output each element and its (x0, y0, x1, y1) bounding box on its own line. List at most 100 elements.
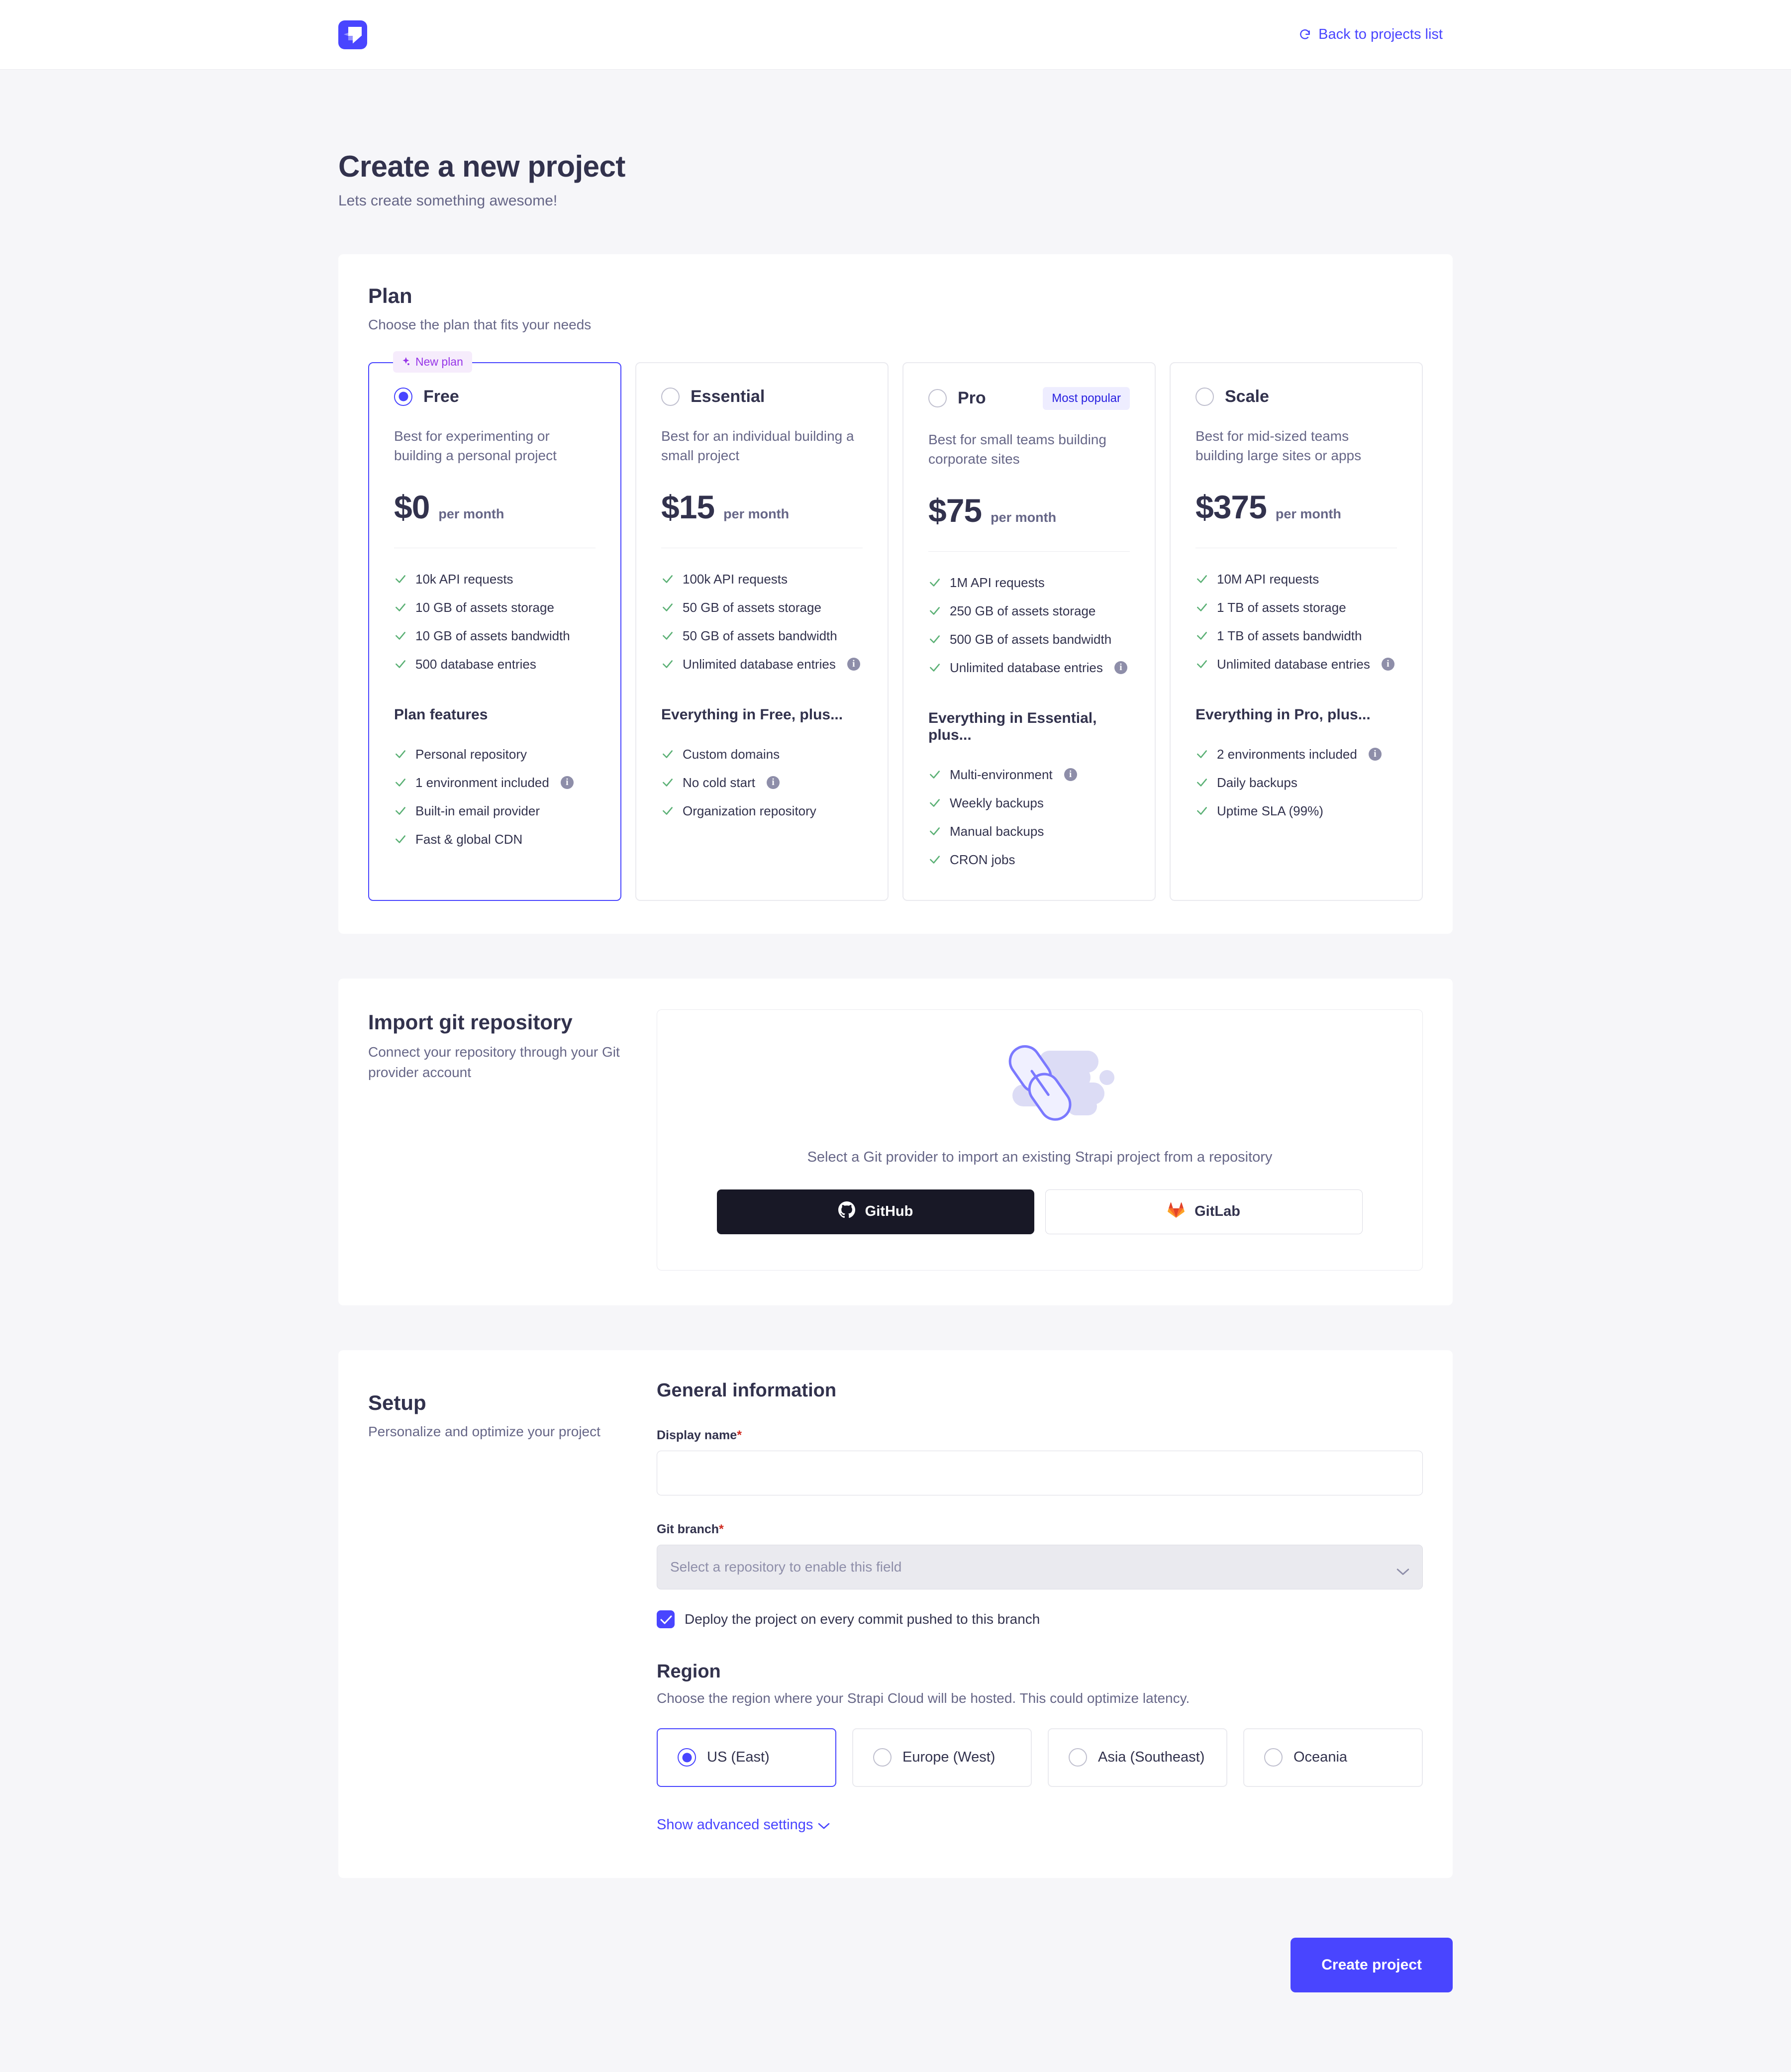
plan-name: Pro (958, 389, 986, 408)
display-name-label: Display name* (657, 1428, 742, 1443)
plan-radio-group[interactable]: Pro (928, 389, 986, 408)
plan-radio-group[interactable]: Scale (1195, 387, 1269, 406)
app-header: Back to projects list (0, 0, 1791, 70)
plan-quota-item: 500 GB of assets bandwidth (928, 625, 1130, 654)
check-icon (394, 573, 407, 586)
plan-quota-item: 10k API requests (394, 565, 596, 593)
region-radio[interactable] (1264, 1748, 1283, 1767)
plan-quota-label: Unlimited database entries (950, 660, 1103, 675)
check-icon (661, 776, 674, 789)
plan-feature-label: No cold start (683, 775, 755, 790)
plan-divider (928, 551, 1130, 552)
check-icon (928, 825, 941, 838)
setup-section-title: Setup (368, 1390, 426, 1414)
info-icon[interactable]: i (1114, 661, 1127, 675)
check-icon (1195, 601, 1208, 614)
plan-feature-item: Custom domains (661, 740, 863, 769)
chevron-down-icon (1396, 1563, 1409, 1575)
github-icon (838, 1201, 855, 1222)
plan-feature-item: Weekly backups (928, 789, 1130, 817)
git-branch-select[interactable]: Select a repository to enable this field (657, 1544, 1423, 1589)
plan-feature-label: Custom domains (683, 746, 780, 762)
plan-quota-label: 250 GB of assets storage (950, 603, 1096, 618)
plan-radio-group[interactable]: Essential (661, 387, 765, 406)
plan-feature-item: 1 environment included i (394, 769, 596, 797)
plan-feature-item: CRON jobs (928, 846, 1130, 874)
plan-feature-item: Daily backups (1195, 769, 1397, 797)
deploy-on-commit-checkbox[interactable] (657, 1610, 675, 1628)
info-icon[interactable]: i (1368, 748, 1382, 761)
plan-card-essential[interactable]: Essential Best for an individual building… (635, 362, 889, 901)
check-icon (1195, 573, 1208, 586)
plan-quota-item: 100k API requests (661, 565, 863, 593)
region-label: Europe (West) (902, 1749, 995, 1766)
plan-quota-label: 50 GB of assets bandwidth (683, 628, 837, 643)
region-option-us-east[interactable]: US (East) (657, 1728, 836, 1787)
plan-feature-list: Custom domains No cold start i Organization… (661, 740, 863, 825)
info-icon[interactable]: i (1064, 768, 1077, 782)
back-to-projects-link[interactable]: Back to projects list (1298, 26, 1443, 43)
plan-radio-group[interactable]: Free (394, 387, 459, 406)
plan-quota-label: 1M API requests (950, 575, 1045, 590)
plan-price-period: per month (1275, 506, 1341, 521)
region-option-oceania[interactable]: Oceania (1243, 1728, 1423, 1787)
git-section-title: Import git repository (368, 1010, 573, 1034)
plan-feature-item: No cold start i (661, 769, 863, 797)
setup-section-subtitle: Personalize and optimize your project (368, 1423, 600, 1439)
check-icon (928, 768, 941, 781)
gitlab-provider-button[interactable]: GitLab (1045, 1189, 1363, 1234)
setup-form: General information Display name* Git br… (657, 1380, 1423, 1833)
plan-quota-list: 1M API requests 250 GB of assets storage 5… (928, 569, 1130, 682)
plan-card-pro[interactable]: Pro Most popular Best for small teams buil… (902, 362, 1156, 901)
region-radio[interactable] (1069, 1748, 1087, 1767)
deploy-on-commit-row[interactable]: Deploy the project on every commit pushe… (657, 1610, 1423, 1628)
plan-feature-label: 1 environment included (415, 775, 549, 790)
plan-radio-pro[interactable] (928, 389, 947, 408)
plan-card-scale[interactable]: Scale Best for mid-sized teams building l… (1170, 362, 1423, 901)
git-section-subtitle: Connect your repository through your Git… (368, 1044, 620, 1080)
strapi-logo[interactable] (338, 20, 367, 49)
plan-price-period: per month (991, 509, 1057, 525)
plan-card-free[interactable]: New plan Free Best for experimenting or bu… (368, 351, 621, 901)
check-icon (394, 658, 407, 671)
back-arrow-icon (1298, 28, 1311, 41)
plan-quota-label: 1 TB of assets bandwidth (1217, 628, 1362, 643)
region-label: Oceania (1294, 1749, 1348, 1766)
display-name-input[interactable] (657, 1450, 1423, 1495)
check-icon (928, 661, 941, 674)
info-icon[interactable]: i (1381, 658, 1394, 671)
plan-section: Plan Choose the plan that fits your need… (338, 254, 1453, 934)
check-icon (928, 796, 941, 809)
plan-feature-label: Personal repository (415, 746, 527, 762)
info-icon[interactable]: i (766, 776, 780, 789)
most-popular-badge: Most popular (1043, 387, 1130, 410)
plan-quota-item: 50 GB of assets bandwidth (661, 622, 863, 650)
git-section-info: Import git repository Connect your repos… (368, 1009, 632, 1271)
info-icon[interactable]: i (560, 776, 574, 789)
plan-price-row: $0 per month (394, 488, 596, 526)
plan-feature-item: Fast & global CDN (394, 825, 596, 854)
create-project-button[interactable]: Create project (1291, 1937, 1453, 1992)
show-advanced-settings-link[interactable]: Show advanced settings (657, 1817, 830, 1833)
plan-feature-item: Personal repository (394, 740, 596, 769)
region-radio[interactable] (678, 1748, 696, 1767)
plan-radio-scale[interactable] (1195, 387, 1214, 406)
new-plan-badge: New plan (393, 351, 472, 373)
github-button-label: GitHub (865, 1203, 913, 1220)
region-option-asia-southeast[interactable]: Asia (Southeast) (1048, 1728, 1227, 1787)
plan-radio-free[interactable] (394, 387, 412, 406)
plan-card-header: Pro Most popular (928, 387, 1130, 410)
plan-radio-essential[interactable] (661, 387, 680, 406)
region-radio[interactable] (873, 1748, 892, 1767)
plan-quota-item: Unlimited database entries i (661, 650, 863, 679)
region-option-europe-west[interactable]: Europe (West) (852, 1728, 1032, 1787)
page-subtitle: Lets create something awesome! (338, 193, 558, 209)
plan-quota-item: 1 TB of assets storage (1195, 593, 1397, 622)
plan-quota-item: 250 GB of assets storage (928, 597, 1130, 625)
logo-shape-b (348, 26, 362, 36)
github-provider-button[interactable]: GitHub (717, 1189, 1034, 1234)
display-name-label-text: Display name (657, 1428, 737, 1442)
plan-quota-item: Unlimited database entries i (1195, 650, 1397, 679)
info-icon[interactable]: i (847, 658, 860, 671)
plan-price: $375 (1195, 488, 1267, 525)
